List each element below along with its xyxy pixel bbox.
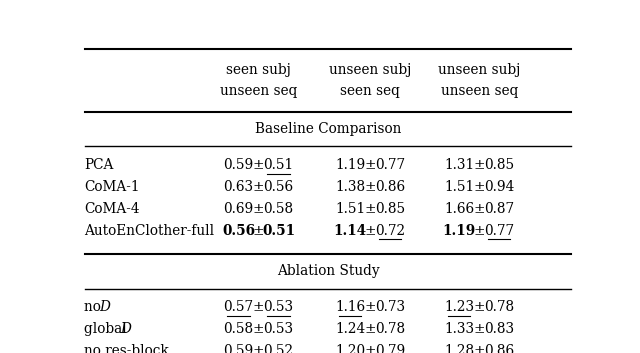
- Text: no: no: [84, 300, 105, 315]
- Text: global: global: [84, 322, 131, 336]
- Text: 0.69: 0.69: [223, 202, 253, 216]
- Text: 0.85: 0.85: [484, 158, 515, 173]
- Text: unseen seq: unseen seq: [440, 84, 518, 98]
- Text: 0.59: 0.59: [223, 344, 253, 353]
- Text: 1.66: 1.66: [444, 202, 474, 216]
- Text: unseen subj: unseen subj: [329, 62, 412, 77]
- Text: 0.53: 0.53: [264, 322, 294, 336]
- Text: 0.51: 0.51: [264, 158, 294, 173]
- Text: 0.56: 0.56: [222, 224, 255, 238]
- Text: 1.16: 1.16: [335, 300, 365, 315]
- Text: Ablation Study: Ablation Study: [276, 264, 380, 278]
- Text: ±: ±: [253, 158, 264, 173]
- Text: 0.72: 0.72: [375, 224, 405, 238]
- Text: 1.38: 1.38: [335, 180, 365, 194]
- Text: ±: ±: [253, 344, 264, 353]
- Text: ±: ±: [474, 158, 485, 173]
- Text: 1.19: 1.19: [335, 158, 365, 173]
- Text: 0.77: 0.77: [375, 158, 405, 173]
- Text: 0.52: 0.52: [264, 344, 294, 353]
- Text: ±: ±: [474, 180, 485, 194]
- Text: ±: ±: [474, 224, 485, 238]
- Text: 0.51: 0.51: [262, 224, 295, 238]
- Text: 0.57: 0.57: [223, 300, 253, 315]
- Text: ±: ±: [364, 344, 376, 353]
- Text: 0.58: 0.58: [223, 322, 253, 336]
- Text: 1.28: 1.28: [444, 344, 474, 353]
- Text: ±: ±: [253, 300, 264, 315]
- Text: ±: ±: [474, 344, 485, 353]
- Text: unseen seq: unseen seq: [220, 84, 297, 98]
- Text: 1.51: 1.51: [335, 202, 365, 216]
- Text: 0.77: 0.77: [484, 224, 515, 238]
- Text: 0.78: 0.78: [375, 322, 405, 336]
- Text: unseen subj: unseen subj: [438, 62, 520, 77]
- Text: ±: ±: [253, 322, 264, 336]
- Text: seen seq: seen seq: [340, 84, 400, 98]
- Text: PCA: PCA: [84, 158, 113, 173]
- Text: 0.79: 0.79: [375, 344, 405, 353]
- Text: Baseline Comparison: Baseline Comparison: [255, 122, 401, 136]
- Text: AutoEnClother-full: AutoEnClother-full: [84, 224, 214, 238]
- Text: ±: ±: [364, 158, 376, 173]
- Text: 1.23: 1.23: [444, 300, 474, 315]
- Text: ±: ±: [253, 224, 264, 238]
- Text: 0.59: 0.59: [223, 158, 253, 173]
- Text: ±: ±: [364, 180, 376, 194]
- Text: 0.83: 0.83: [484, 322, 515, 336]
- Text: 0.78: 0.78: [484, 300, 515, 315]
- Text: 0.87: 0.87: [484, 202, 515, 216]
- Text: CoMA-4: CoMA-4: [84, 202, 140, 216]
- Text: ±: ±: [474, 202, 485, 216]
- Text: 1.51: 1.51: [444, 180, 474, 194]
- Text: 1.31: 1.31: [444, 158, 474, 173]
- Text: 0.86: 0.86: [484, 344, 515, 353]
- Text: D: D: [120, 322, 131, 336]
- Text: ±: ±: [364, 202, 376, 216]
- Text: 0.86: 0.86: [375, 180, 405, 194]
- Text: ±: ±: [364, 322, 376, 336]
- Text: 1.19: 1.19: [443, 224, 476, 238]
- Text: ±: ±: [364, 224, 376, 238]
- Text: ±: ±: [474, 322, 485, 336]
- Text: CoMA-1: CoMA-1: [84, 180, 140, 194]
- Text: 1.14: 1.14: [333, 224, 367, 238]
- Text: 0.63: 0.63: [223, 180, 253, 194]
- Text: no res-block: no res-block: [84, 344, 169, 353]
- Text: seen subj: seen subj: [226, 62, 291, 77]
- Text: 0.53: 0.53: [264, 300, 294, 315]
- Text: ±: ±: [253, 180, 264, 194]
- Text: 0.73: 0.73: [375, 300, 405, 315]
- Text: 0.85: 0.85: [375, 202, 405, 216]
- Text: D: D: [99, 300, 110, 315]
- Text: 1.20: 1.20: [335, 344, 365, 353]
- Text: 0.58: 0.58: [264, 202, 294, 216]
- Text: ±: ±: [364, 300, 376, 315]
- Text: 1.24: 1.24: [335, 322, 365, 336]
- Text: 0.56: 0.56: [264, 180, 294, 194]
- Text: 1.33: 1.33: [444, 322, 474, 336]
- Text: ±: ±: [474, 300, 485, 315]
- Text: ±: ±: [253, 202, 264, 216]
- Text: 0.94: 0.94: [484, 180, 515, 194]
